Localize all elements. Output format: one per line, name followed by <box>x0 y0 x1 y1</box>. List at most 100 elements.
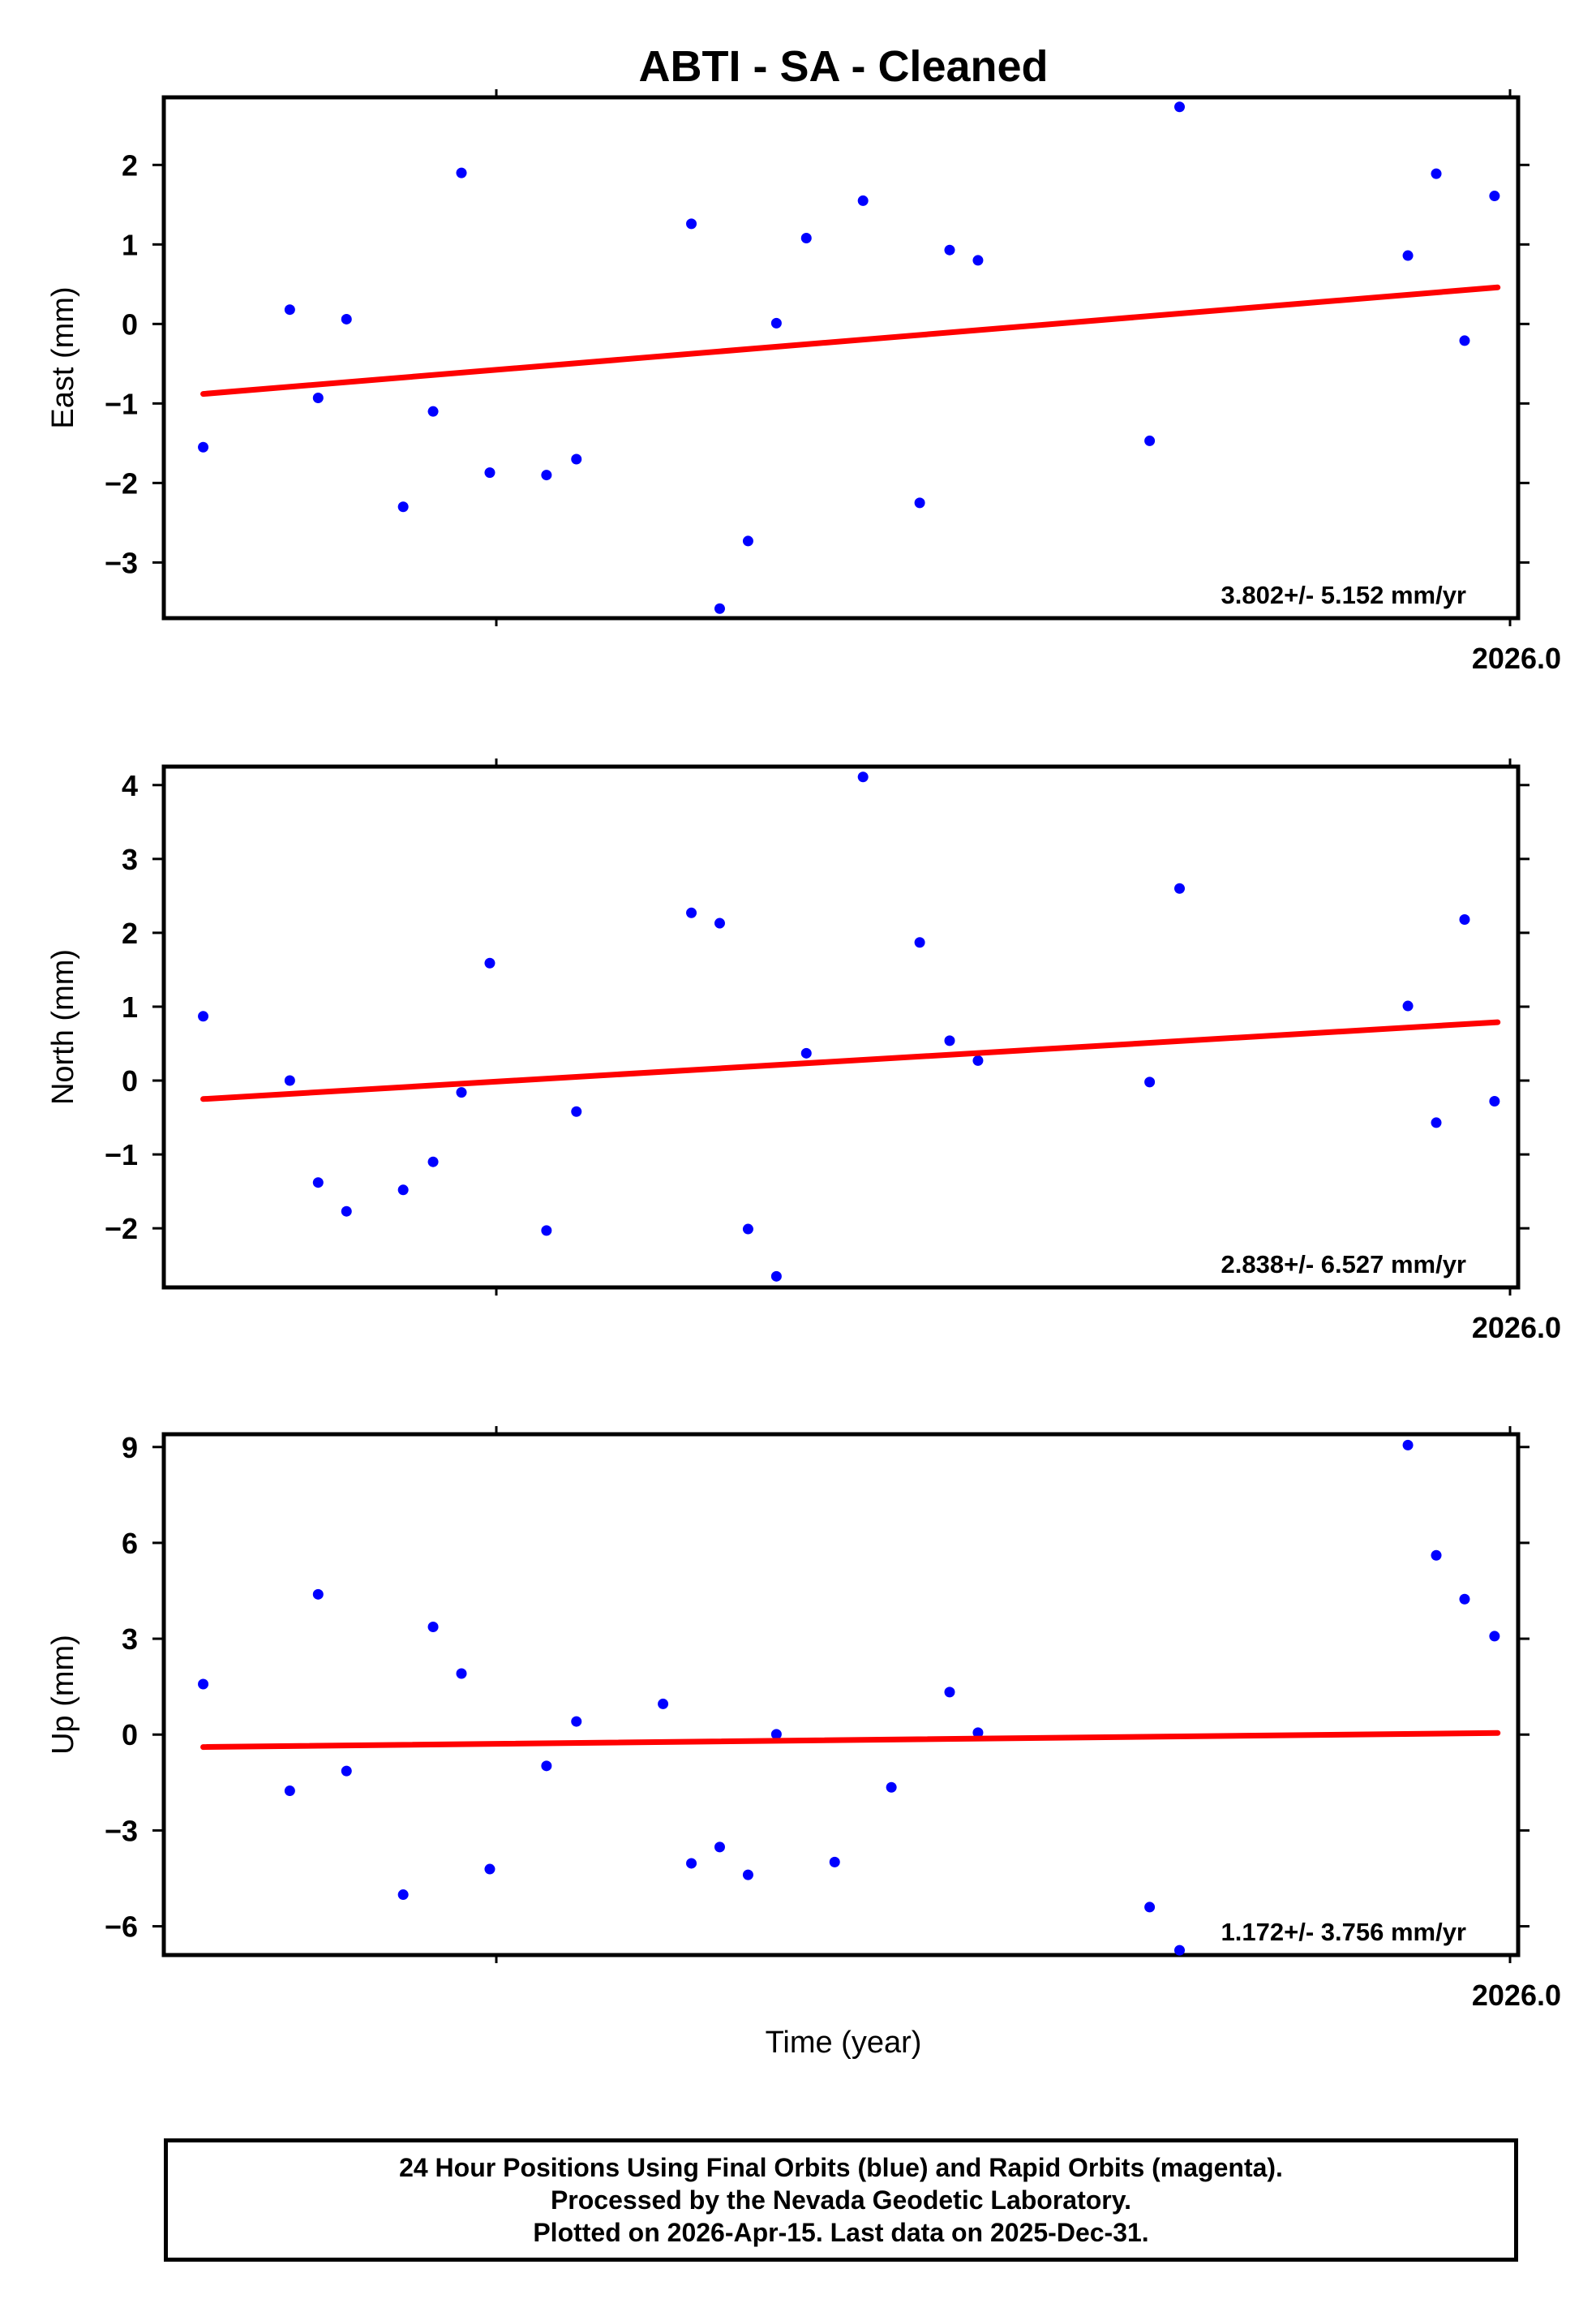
east-data-point <box>456 167 467 178</box>
up-plot-frame <box>161 1432 1521 1957</box>
north-ytick-label: −2 <box>105 1212 138 1245</box>
north-data-point <box>1489 1096 1500 1107</box>
north-data-point <box>714 917 725 929</box>
north-data-point <box>944 1035 955 1046</box>
up-rate-label: 1.172+/- 3.756 mm/yr <box>1221 1918 1466 1946</box>
up-data-point <box>1144 1902 1156 1913</box>
east-data-point <box>1144 435 1156 446</box>
north-data-point <box>972 1055 984 1066</box>
east-rate-label: 3.802+/- 5.152 mm/yr <box>1221 581 1466 609</box>
up-data-point <box>541 1760 552 1772</box>
up-data-point <box>1431 1549 1442 1561</box>
up-data-point <box>770 1729 782 1740</box>
east-data-point <box>857 195 869 206</box>
north-data-point <box>341 1205 352 1217</box>
north-data-point <box>742 1223 753 1235</box>
east-data-point <box>742 535 753 547</box>
north-data-point <box>484 957 496 969</box>
east-data-point <box>484 467 496 479</box>
footer-line-orbits: 24 Hour Positions Using Final Orbits (bl… <box>399 2153 1283 2182</box>
east-data-point <box>341 313 352 324</box>
up-data-point <box>341 1765 352 1777</box>
up-trend-line <box>200 1730 1501 1751</box>
up-data-point <box>1489 1631 1500 1642</box>
up-ytick-label: 3 <box>122 1622 138 1656</box>
x-axis-label: Time (year) <box>766 2026 922 2060</box>
up-data-point <box>397 1889 409 1901</box>
north-ytick-label: −1 <box>105 1138 138 1171</box>
north-xtick-label: 2026.0 <box>1472 1311 1561 1344</box>
east-data-point <box>284 304 295 316</box>
north-data-point <box>427 1156 439 1167</box>
north-ytick-label: 4 <box>122 769 138 802</box>
north-data-point <box>686 907 697 918</box>
footer-box: 24 Hour Positions Using Final Orbits (bl… <box>164 2138 1518 2262</box>
up-data-point <box>571 1716 582 1727</box>
up-xtick-label: 2026.0 <box>1472 1979 1561 2012</box>
north-rate-label: 2.838+/- 6.527 mm/yr <box>1221 1250 1466 1278</box>
east-data-point <box>198 441 209 453</box>
north-data-point <box>456 1087 467 1098</box>
east-data-point <box>1174 101 1185 113</box>
east-ytick-label: −1 <box>105 387 138 420</box>
east-data-point <box>1402 250 1414 261</box>
up-data-point <box>972 1727 984 1738</box>
north-data-point <box>284 1075 295 1086</box>
north-data-point <box>1431 1117 1442 1128</box>
east-data-point <box>944 244 955 256</box>
up-y-axis-label: Up (mm) <box>46 1635 80 1755</box>
east-data-point <box>1431 168 1442 179</box>
up-ytick-label: 6 <box>122 1527 138 1560</box>
east-ytick-label: 0 <box>122 307 138 341</box>
east-data-point <box>972 255 984 266</box>
east-data-point <box>800 232 812 243</box>
up-ytick-label: −3 <box>105 1814 138 1847</box>
footer-line-plotted: Plotted on 2026-Apr-15. Last data on 202… <box>533 2218 1149 2247</box>
north-data-point <box>1144 1076 1156 1088</box>
north-trend-line <box>200 1019 1501 1102</box>
up-data-point <box>714 1841 725 1853</box>
north-ytick-label: 0 <box>122 1064 138 1098</box>
footer-line-processed: Processed by the Nevada Geodetic Laborat… <box>550 2185 1132 2215</box>
north-data-point <box>800 1047 812 1059</box>
up-data-point <box>427 1622 439 1633</box>
up-data-point <box>944 1687 955 1698</box>
north-data-point <box>770 1270 782 1282</box>
east-data-point <box>427 406 439 417</box>
up-data-point <box>686 1858 697 1869</box>
east-ytick-label: −3 <box>105 546 138 579</box>
east-ytick-label: −2 <box>105 466 138 500</box>
up-data-point <box>312 1588 324 1600</box>
north-data-point <box>1402 1000 1414 1012</box>
up-ytick-label: −6 <box>105 1910 138 1944</box>
east-ytick-label: 1 <box>122 228 138 261</box>
up-data-point <box>886 1781 897 1793</box>
north-plot-frame <box>161 764 1521 1290</box>
up-data-point <box>742 1869 753 1880</box>
east-data-point <box>1489 191 1500 202</box>
up-data-point <box>1459 1593 1470 1605</box>
chart-title: ABTI - SA - Cleaned <box>638 42 1048 91</box>
north-ytick-label: 2 <box>122 917 138 950</box>
east-data-point <box>312 392 324 403</box>
east-data-point <box>397 501 409 513</box>
north-panel: −2 −1 0 1 2 3 4 2026.0 North (mm) 2.838+/- 6.527 … <box>46 758 1561 1344</box>
up-ytick-label: 9 <box>122 1431 138 1464</box>
north-data-point <box>571 1106 582 1117</box>
up-panel: −6 −3 0 3 6 9 2026.0 Up (mm) 1.172+/- 3.756 mm/y… <box>46 1426 1561 2012</box>
north-data-point <box>857 771 869 783</box>
up-data-point <box>1174 1944 1185 1956</box>
east-y-axis-label: East (mm) <box>46 286 80 428</box>
east-data-point <box>1459 335 1470 346</box>
up-ytick-label: 0 <box>122 1718 138 1751</box>
east-data-point <box>714 603 725 614</box>
north-data-point <box>397 1184 409 1196</box>
up-data-point <box>1402 1439 1414 1450</box>
up-data-point <box>284 1785 295 1797</box>
east-data-point <box>686 218 697 230</box>
east-trend-line <box>200 284 1501 397</box>
north-data-point <box>541 1225 552 1236</box>
north-data-point <box>914 937 925 948</box>
up-data-point <box>484 1863 496 1875</box>
